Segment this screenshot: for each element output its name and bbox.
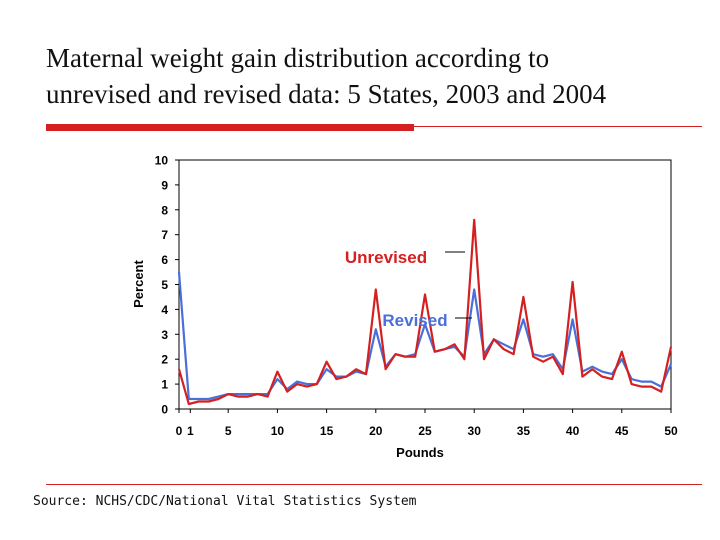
footer-rule (46, 484, 702, 485)
series-line-unrevised (177, 218, 673, 406)
x-tick-label: 25 (418, 424, 432, 438)
y-axis-label: Percent (131, 259, 146, 307)
series-annotations: Unrevised Revised (345, 248, 472, 330)
y-tick-label: 4 (161, 303, 168, 317)
x-axis-label: Pounds (396, 445, 444, 460)
x-tick-label: 35 (517, 424, 531, 438)
y-axis-ticks: 0 1 2 3 4 5 6 7 8 9 10 (155, 154, 179, 417)
y-tick-label: 5 (161, 278, 168, 292)
x-tick-label: 45 (615, 424, 629, 438)
title-line-1: Maternal weight gain distribution accord… (46, 43, 550, 73)
y-tick-label: 0 (161, 403, 168, 417)
y-tick-label: 6 (161, 253, 168, 267)
x-tick-label: 50 (664, 424, 678, 438)
series-lines (177, 218, 673, 406)
x-tick-label: 0 (176, 424, 183, 438)
annotation-revised-label: Revised (382, 311, 447, 330)
title-line-2: unrevised and revised data: 5 States, 20… (46, 79, 607, 109)
title-accent-rule-thin (414, 126, 702, 127)
y-tick-label: 2 (161, 353, 168, 367)
title-accent-rule-thick (46, 124, 414, 131)
slide-title: Maternal weight gain distribution accord… (46, 40, 706, 112)
x-tick-label: 20 (369, 424, 383, 438)
y-tick-label: 9 (161, 178, 168, 192)
x-axis-ticks: 0 1 5 10 15 20 25 30 35 40 45 50 (176, 409, 678, 438)
y-tick-label: 1 (161, 378, 168, 392)
y-tick-label: 3 (161, 328, 168, 342)
y-tick-label: 7 (161, 228, 168, 242)
x-tick-label: 10 (271, 424, 285, 438)
x-tick-label: 5 (225, 424, 232, 438)
x-tick-label: 15 (320, 424, 334, 438)
annotation-unrevised-label: Unrevised (345, 248, 427, 267)
x-tick-label: 1 (187, 424, 194, 438)
x-tick-label: 40 (566, 424, 580, 438)
y-tick-label: 8 (161, 203, 168, 217)
y-tick-label: 10 (155, 154, 169, 168)
source-note: Source: NCHS/CDC/National Vital Statisti… (33, 494, 417, 509)
x-tick-label: 30 (468, 424, 482, 438)
